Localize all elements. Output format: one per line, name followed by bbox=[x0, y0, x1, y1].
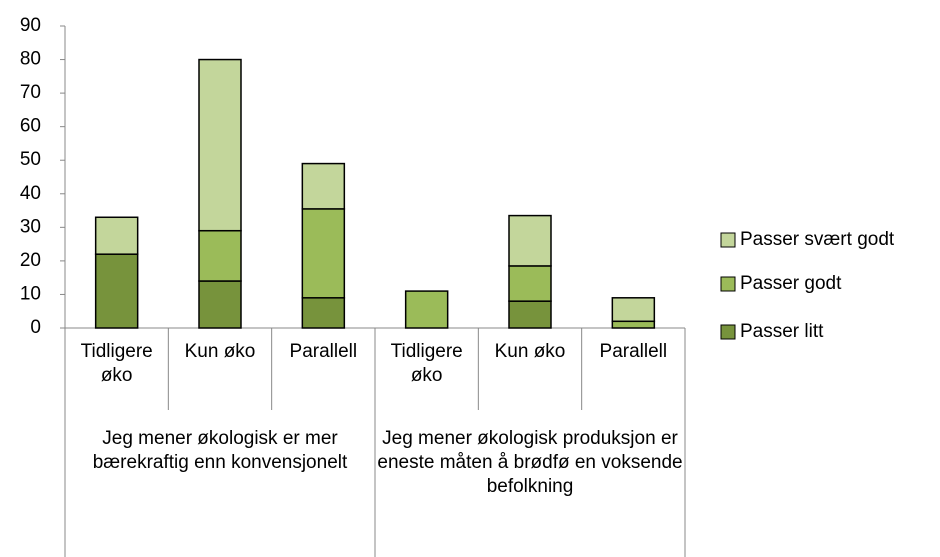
bar-segment bbox=[198, 229, 242, 282]
legend-label: Passer godt bbox=[740, 273, 842, 294]
y-tick-label: 0 bbox=[30, 317, 41, 338]
bar-segment bbox=[508, 265, 552, 302]
legend-swatch bbox=[720, 232, 736, 248]
x-tick-label: Parallell bbox=[599, 341, 668, 362]
bar-segment bbox=[508, 300, 552, 329]
y-tick-label: 30 bbox=[20, 216, 41, 237]
bar-segment bbox=[611, 297, 656, 323]
x-tick-label: Kun øko bbox=[494, 341, 566, 362]
y-tick-label: 50 bbox=[20, 149, 41, 170]
bar-segment bbox=[94, 253, 139, 329]
y-tick-label: 90 bbox=[20, 15, 41, 36]
y-tick-label: 40 bbox=[20, 183, 41, 204]
bar-segment bbox=[198, 280, 242, 329]
x-tick-label: Tidligere øko bbox=[80, 341, 153, 386]
legend-swatch bbox=[720, 324, 736, 340]
bar-segment bbox=[301, 297, 346, 329]
bar-segment bbox=[94, 216, 139, 255]
bar-segment bbox=[301, 162, 346, 210]
x-tick-label: Tidligere øko bbox=[390, 341, 463, 386]
legend-label: Passer litt bbox=[740, 321, 824, 342]
y-tick-label: 10 bbox=[20, 283, 41, 304]
bar-segment bbox=[404, 290, 449, 329]
legend-label: Passer svært godt bbox=[740, 229, 895, 250]
group-label: Jeg mener økologisk produksjon er eneste… bbox=[377, 428, 683, 497]
bar-segment bbox=[301, 208, 346, 299]
bar-segment bbox=[611, 320, 656, 329]
y-tick-label: 70 bbox=[20, 82, 41, 103]
x-tick-label: Kun øko bbox=[184, 341, 256, 362]
legend-swatch bbox=[720, 276, 736, 292]
bar-segment bbox=[508, 214, 552, 267]
y-tick-label: 20 bbox=[20, 250, 41, 271]
y-tick-label: 60 bbox=[20, 116, 41, 137]
x-tick-label: Parallell bbox=[289, 341, 358, 362]
bar-segment bbox=[198, 58, 242, 232]
group-label: Jeg mener økologisk er mer bærekraftig e… bbox=[92, 428, 348, 473]
y-tick-label: 80 bbox=[20, 49, 41, 70]
